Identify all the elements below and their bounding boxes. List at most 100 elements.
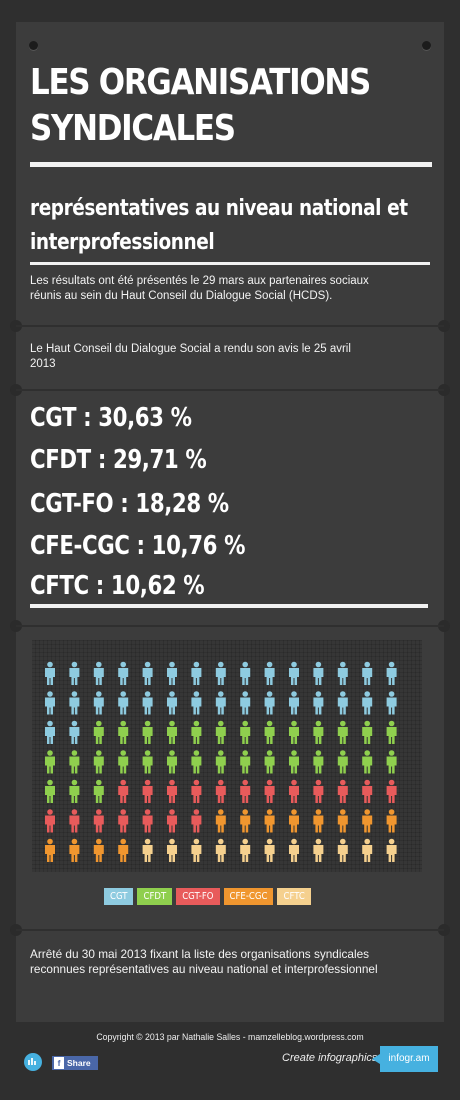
person-icon: [45, 809, 55, 833]
person-icon: [313, 779, 324, 803]
subtitle-line: interprofessionnel: [30, 230, 215, 255]
legend-item-cgt: CGT: [104, 888, 134, 905]
person-icon: [167, 720, 177, 744]
person-icon: [289, 661, 299, 685]
person-icon: [191, 720, 202, 744]
infogram-brand-link[interactable]: infogr.am: [372, 1046, 438, 1072]
person-icon: [69, 720, 80, 744]
person-icon: [118, 809, 129, 833]
person-icon: [93, 838, 104, 862]
person-icon: [167, 809, 177, 833]
person-icon: [142, 838, 153, 862]
person-icon: [45, 691, 55, 715]
title-line: SYNDICALES: [30, 108, 236, 149]
person-icon: [167, 661, 177, 685]
person-icon: [142, 779, 153, 803]
person-icon: [69, 838, 80, 862]
person-icon: [362, 750, 373, 774]
section-divider: [16, 625, 444, 627]
person-icon: [386, 661, 397, 685]
person-icon: [215, 838, 226, 862]
subtitle-line: représentatives au niveau national et: [30, 196, 408, 221]
person-icon: [337, 809, 348, 833]
person-icon: [313, 691, 324, 715]
facebook-share-button[interactable]: f Share: [52, 1056, 98, 1070]
person-icon: [167, 750, 177, 774]
stat-cgt: CGT : 30,63 %: [30, 403, 192, 433]
person-icon: [215, 720, 226, 744]
person-icon: [93, 720, 104, 744]
person-icon: [69, 691, 80, 715]
person-icon: [313, 750, 324, 774]
person-icon: [337, 779, 348, 803]
person-icon: [93, 779, 104, 803]
person-icon: [167, 838, 177, 862]
person-icon: [142, 661, 153, 685]
pictogram-chart: [32, 640, 422, 872]
person-icon: [69, 661, 80, 685]
section-divider: [16, 929, 444, 931]
person-icon: [386, 809, 397, 833]
person-icon: [118, 838, 129, 862]
subtitle-rule: [30, 262, 430, 265]
person-icon: [313, 809, 324, 833]
person-icon: [362, 838, 373, 862]
arrete-line: reconnues représentatives au niveau nati…: [30, 962, 378, 976]
person-icon: [45, 750, 55, 774]
person-icon: [289, 750, 299, 774]
person-icon: [142, 750, 153, 774]
legend-item-cfe-cgc: CFE-CGC: [223, 888, 274, 905]
person-icon: [118, 720, 129, 744]
person-icon: [289, 691, 299, 715]
person-icon: [362, 809, 373, 833]
person-icon: [191, 779, 202, 803]
intro-line: Les résultats ont été présentés le 29 ma…: [30, 275, 369, 287]
person-icon: [337, 691, 348, 715]
person-icon: [93, 809, 104, 833]
person-icon: [69, 750, 80, 774]
person-icon: [69, 779, 80, 803]
infogram-logo-icon[interactable]: [24, 1053, 42, 1071]
stat-cftc: CFTC : 10,62 %: [30, 571, 205, 601]
copyright-text: Copyright © 2013 par Nathalie Salles - m…: [96, 1032, 364, 1043]
person-icon: [191, 691, 202, 715]
person-icon: [289, 838, 299, 862]
person-icon: [264, 779, 275, 803]
person-icon: [313, 720, 324, 744]
person-icon: [142, 809, 153, 833]
title-line: LES ORGANISATIONS: [30, 62, 371, 103]
section-notch: [438, 384, 450, 396]
person-icon: [362, 720, 373, 744]
stat-cfe-cgc: CFE-CGC : 10,76 %: [30, 531, 246, 561]
section-divider: [16, 389, 444, 391]
person-icon: [93, 691, 104, 715]
page-title: LES ORGANISATIONS SYNDICALES: [30, 60, 374, 152]
intro-line: réunis au sein du Haut Conseil du Dialog…: [30, 290, 333, 302]
person-icon: [45, 838, 55, 862]
pin-icon: [422, 41, 431, 50]
create-infographics-link[interactable]: Create infographics: [282, 1052, 378, 1064]
person-icon: [142, 720, 153, 744]
person-icon: [264, 691, 275, 715]
arrete-line: Arrêté du 30 mai 2013 fixant la liste de…: [30, 947, 370, 961]
person-icon: [240, 691, 251, 715]
person-icon: [264, 838, 275, 862]
stats-rule: [30, 604, 428, 608]
intro-text: Les résultats ont été présentés le 29 ma…: [30, 274, 440, 304]
person-icon: [289, 720, 299, 744]
person-icon: [240, 809, 251, 833]
person-icon: [362, 661, 373, 685]
person-icon: [289, 809, 299, 833]
person-icon: [386, 838, 397, 862]
person-icon: [337, 720, 348, 744]
avis-line: 2013: [30, 358, 56, 370]
person-icon: [289, 779, 299, 803]
person-icon: [386, 779, 397, 803]
person-icon: [93, 661, 104, 685]
person-icon: [215, 661, 226, 685]
section-notch: [438, 924, 450, 936]
person-icon: [215, 750, 226, 774]
person-icon: [264, 750, 275, 774]
person-icon: [191, 809, 202, 833]
person-icon: [337, 838, 348, 862]
